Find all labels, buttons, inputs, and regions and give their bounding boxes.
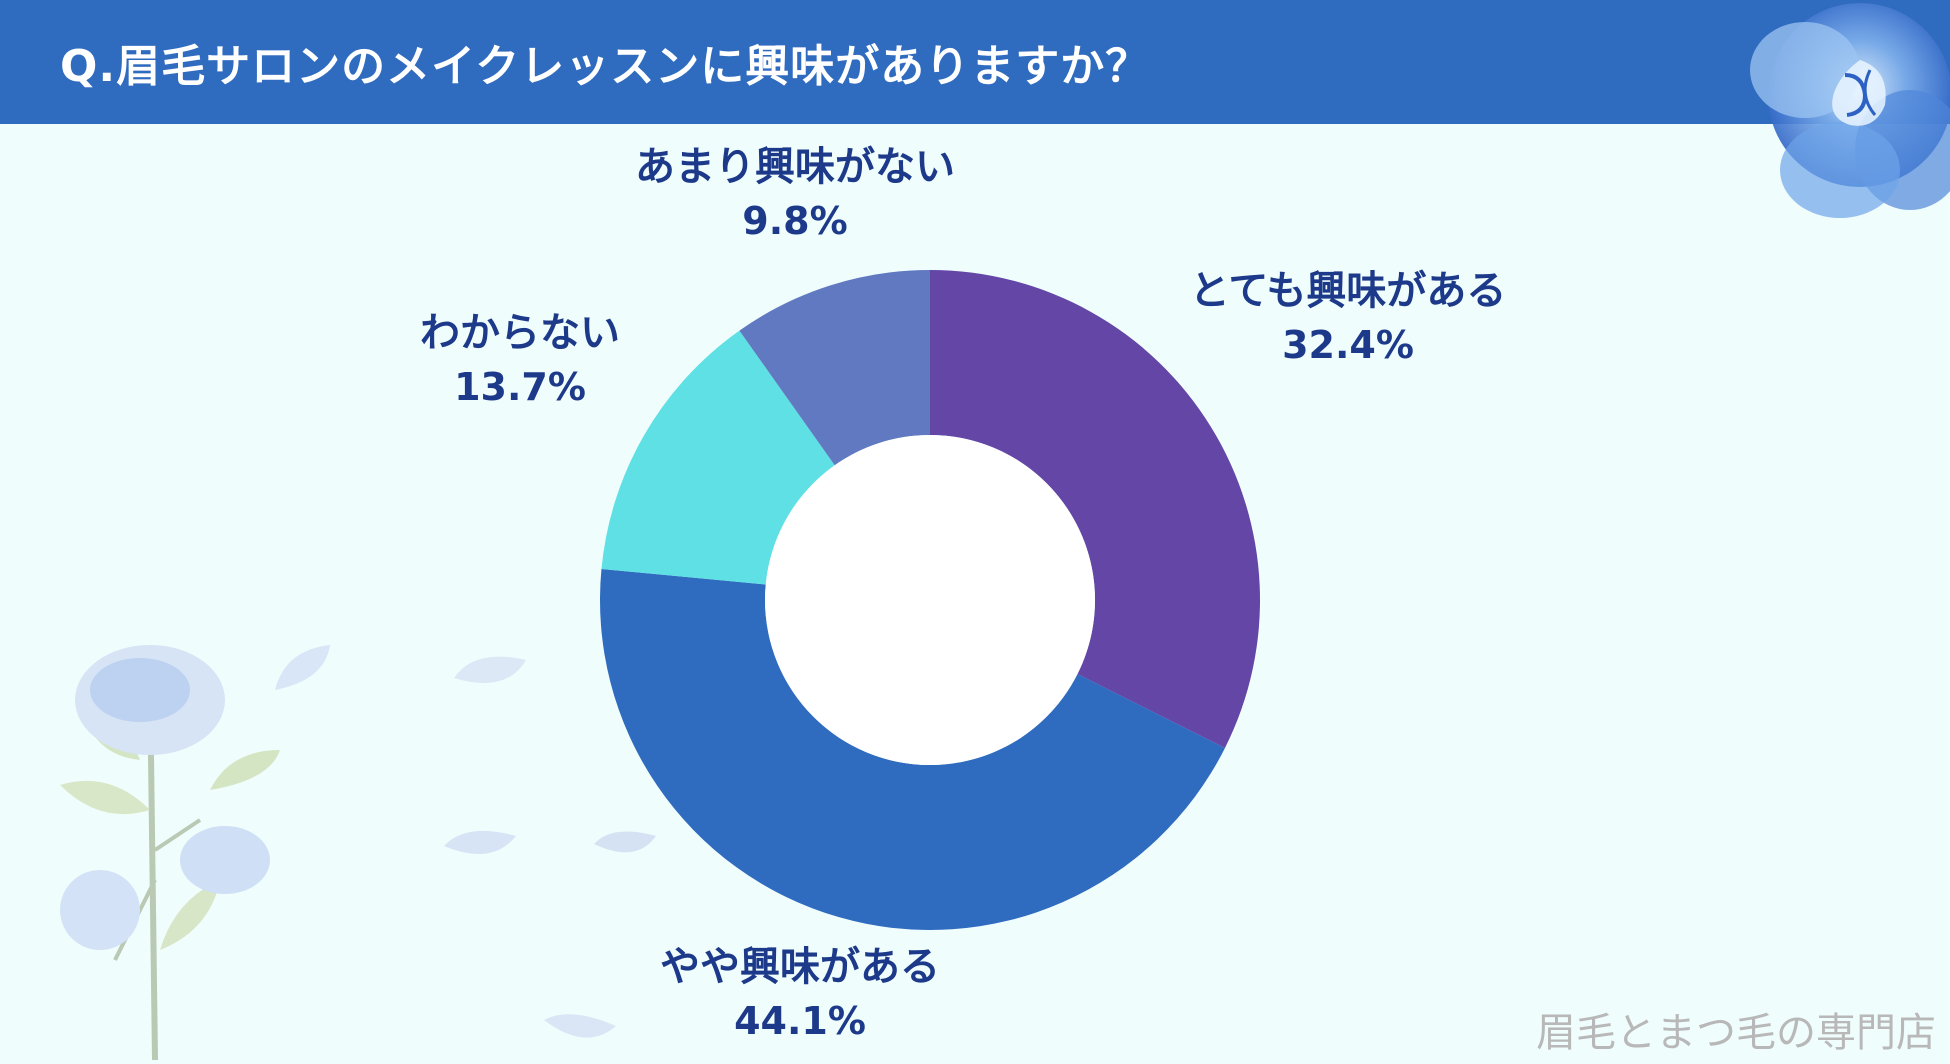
slice-label-value: 44.1% xyxy=(734,999,866,1043)
petal-icon xyxy=(594,831,656,853)
donut-chart xyxy=(600,270,1260,930)
petal-icon xyxy=(454,656,526,684)
donut-slice-3 xyxy=(739,270,930,466)
footer-credit: 眉毛とまつ毛の専門店 xyxy=(1536,1010,1936,1056)
petal-icon xyxy=(544,1014,616,1038)
donut-hole xyxy=(765,435,1095,765)
page-title: Q.眉毛サロンのメイクレッスンに興味がありますか？ xyxy=(60,41,1151,92)
slice-label-name: やや興味がある xyxy=(660,944,940,990)
slice-label-value: 32.4% xyxy=(1282,323,1414,367)
title-banner: Q.眉毛サロンのメイクレッスンに興味がありますか？ xyxy=(0,0,1950,124)
slice-label-very-interested: とても興味がある 32.4% xyxy=(1188,264,1508,372)
slice-label-not-very-interested: あまり興味がない 9.8% xyxy=(610,140,980,248)
blue-rose-icon xyxy=(1750,3,1950,218)
petal-icon xyxy=(275,645,330,690)
slice-label-value: 9.8% xyxy=(742,199,848,243)
donut-slice-0 xyxy=(930,270,1260,748)
slice-label-name: とても興味がある xyxy=(1189,268,1507,314)
slice-label-dont-know: わからない 13.7% xyxy=(390,306,650,414)
slice-label-somewhat-interested: やや興味がある 44.1% xyxy=(640,940,960,1048)
slice-label-name: わからない xyxy=(420,310,620,356)
blue-rose-branch-icon xyxy=(60,645,280,1061)
slice-label-name: あまり興味がない xyxy=(635,144,955,190)
donut-slice-2 xyxy=(601,330,835,585)
petal-icon xyxy=(444,830,516,854)
slice-label-value: 13.7% xyxy=(454,365,586,409)
donut-slice-1 xyxy=(600,568,1225,930)
